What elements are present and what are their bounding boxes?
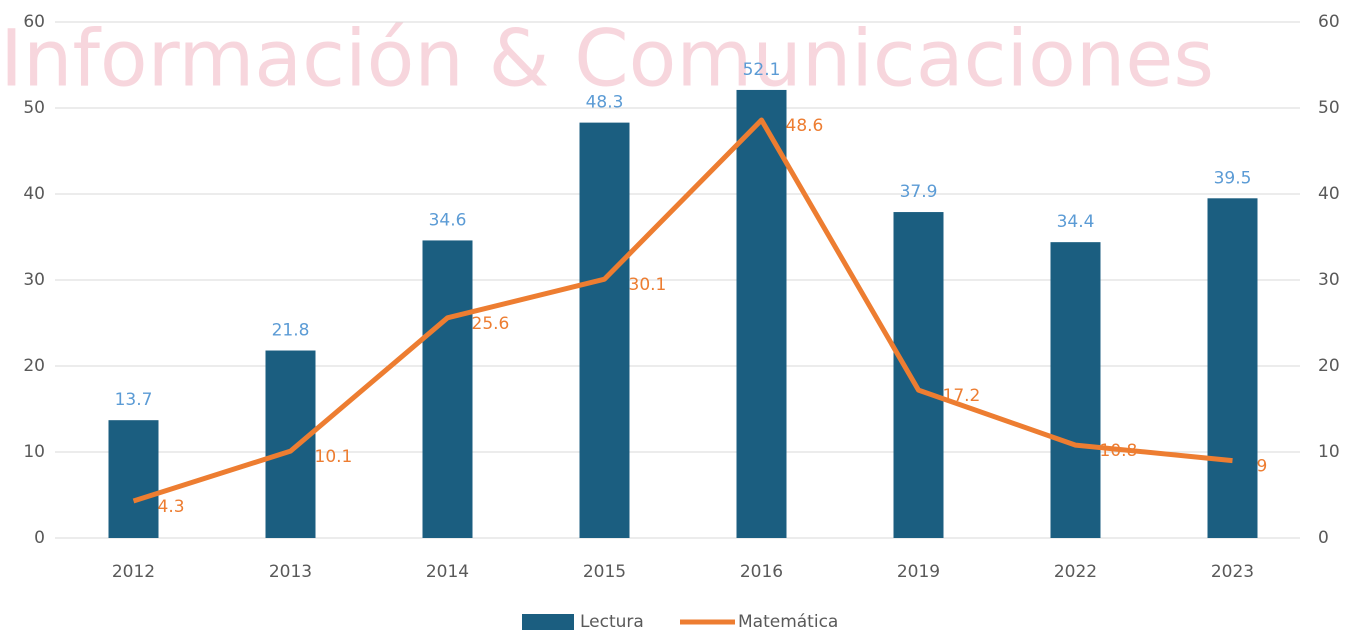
y-tick-label: 50 — [23, 98, 45, 118]
data-label: 34.6 — [429, 210, 467, 230]
y2-tick-label: 0 — [1318, 528, 1329, 548]
y2-tick-label: 50 — [1318, 98, 1340, 118]
data-label: 9 — [1257, 457, 1268, 477]
y-tick-label: 40 — [23, 184, 45, 204]
y-tick-label: 10 — [23, 442, 45, 462]
data-label: 52.1 — [743, 60, 781, 80]
y-tick-label: 0 — [34, 528, 45, 548]
bar — [1208, 198, 1258, 538]
data-label: 37.9 — [900, 182, 938, 202]
data-label: 34.4 — [1057, 212, 1095, 232]
y2-tick-label: 20 — [1318, 356, 1340, 376]
x-tick-label: 2016 — [740, 562, 783, 582]
data-label: 17.2 — [943, 386, 981, 406]
y-tick-label: 60 — [23, 12, 45, 32]
bar — [1051, 242, 1101, 538]
x-tick-label: 2019 — [897, 562, 940, 582]
data-label: 4.3 — [158, 497, 185, 517]
data-label: 48.6 — [786, 116, 824, 136]
bar — [423, 240, 473, 538]
x-tick-label: 2022 — [1054, 562, 1097, 582]
data-label: 10.1 — [315, 447, 353, 467]
y-tick-label: 30 — [23, 270, 45, 290]
bar — [109, 420, 159, 538]
x-tick-label: 2023 — [1211, 562, 1254, 582]
x-tick-label: 2013 — [269, 562, 312, 582]
data-label: 48.3 — [586, 93, 624, 113]
bar — [894, 212, 944, 538]
data-label: 39.5 — [1214, 168, 1252, 188]
bar — [266, 351, 316, 538]
chart: Información & Comunicaciones 0 10 20 30 40 50… — [0, 0, 1371, 632]
y2-tick-label: 30 — [1318, 270, 1340, 290]
bar — [580, 123, 630, 538]
watermark: Información & Comunicaciones — [0, 14, 1214, 104]
data-label: 25.6 — [472, 314, 510, 334]
bar — [737, 90, 787, 538]
legend-label: Lectura — [580, 612, 644, 632]
data-label: 30.1 — [629, 275, 667, 295]
data-label: 10.8 — [1100, 441, 1138, 461]
y2-tick-label: 40 — [1318, 184, 1340, 204]
x-tick-label: 2012 — [112, 562, 155, 582]
y2-tick-label: 60 — [1318, 12, 1340, 32]
x-tick-label: 2015 — [583, 562, 626, 582]
x-tick-label: 2014 — [426, 562, 469, 582]
y-tick-label: 20 — [23, 356, 45, 376]
data-label: 13.7 — [115, 390, 153, 410]
legend-label: Matemática — [738, 612, 838, 632]
data-label: 21.8 — [272, 321, 310, 341]
legend-swatch — [522, 614, 574, 630]
y2-tick-label: 10 — [1318, 442, 1340, 462]
